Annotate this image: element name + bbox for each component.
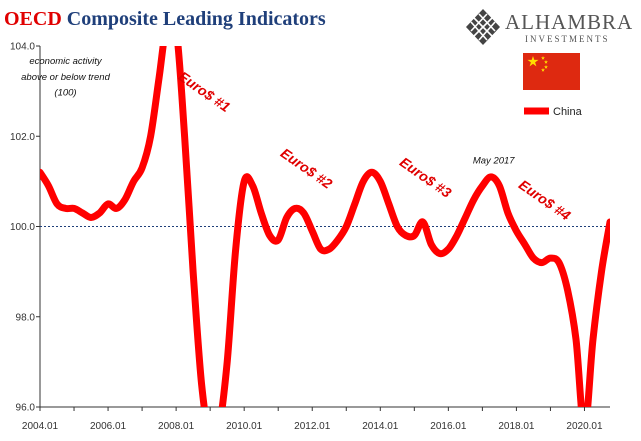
x-tick-label: 2012.01: [294, 421, 331, 432]
chart-title-text: Composite Leading Indicators: [66, 8, 326, 30]
y-tick-label: 100.0: [10, 222, 35, 233]
x-tick-label: 2008.01: [158, 421, 195, 432]
chart-title-brand: OECD: [4, 8, 62, 30]
y-tick-label: 102.0: [10, 132, 35, 143]
logo-subtitle: INVESTMENTS: [525, 34, 610, 44]
y-tick-label: 98.0: [16, 312, 36, 323]
x-tick-label: 2016.01: [430, 421, 467, 432]
y-tick-label: 96.0: [16, 403, 36, 414]
x-tick-label: 2014.01: [362, 421, 399, 432]
event-annotation: Euro$ #3: [397, 154, 455, 201]
logo-name: ALHAMBRA: [505, 10, 634, 34]
note-annotation: economic activity: [29, 56, 103, 67]
note-annotation: (100): [54, 88, 76, 99]
x-tick-label: 2004.01: [22, 421, 59, 432]
series-line-china: [40, 46, 610, 407]
china-flag-icon: [523, 53, 580, 90]
event-annotation: Euro$ #4: [516, 176, 574, 223]
y-tick-label: 104.0: [10, 42, 35, 53]
note-annotation: May 2017: [473, 155, 515, 166]
diamond-lattice-icon: [466, 9, 500, 45]
legend-label-china: China: [553, 106, 583, 118]
chart-title: OECD Composite Leading Indicators: [4, 8, 326, 31]
x-tick-label: 2006.01: [90, 421, 127, 432]
note-annotation: above or below trend: [21, 72, 110, 83]
alhambra-logo: ALHAMBRA INVESTMENTS: [465, 8, 635, 50]
x-tick-label: 2010.01: [226, 421, 263, 432]
x-tick-label: 2018.01: [498, 421, 535, 432]
event-annotation: Euro$ #2: [278, 145, 336, 192]
x-tick-label: 2020.01: [566, 421, 603, 432]
